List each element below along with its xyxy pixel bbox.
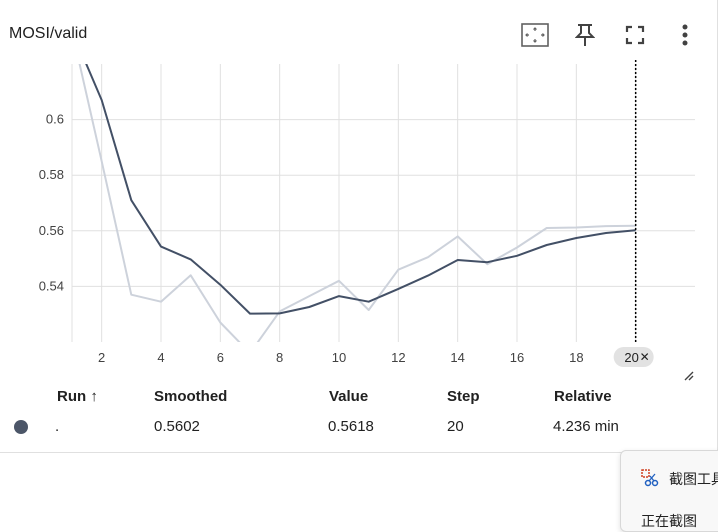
x-tick-label: 2	[98, 350, 105, 365]
x-tick-label: 6	[217, 350, 224, 365]
line-chart[interactable]: 0.54 0.56 0.58 0.6 2 4 6 8 10 12 14 16 18 20 ✕	[0, 60, 718, 375]
fit-to-data-button[interactable]	[520, 20, 550, 50]
fit-to-data-icon	[521, 23, 549, 47]
x-tick-label: 16	[510, 350, 524, 365]
scissors-icon	[641, 469, 659, 487]
cursor-step-badge	[613, 347, 654, 367]
smoothed-series-line	[85, 64, 636, 315]
x-tick-label: 10	[332, 350, 346, 365]
x-tick-label: 12	[391, 350, 405, 365]
scalar-card: MOSI/valid 0.54 0.56 0.58 0.6 2 4 6 8 10 12 14 16 18…	[0, 0, 718, 453]
resize-handle-icon[interactable]	[683, 370, 695, 382]
y-tick-label: 0.6	[46, 112, 64, 127]
y-tick-label: 0.54	[39, 278, 64, 293]
col-step-header[interactable]: Step	[447, 388, 480, 405]
x-tick-label: 4	[157, 350, 164, 365]
y-tick-label: 0.58	[39, 167, 64, 182]
x-tick-label: 14	[450, 350, 464, 365]
pin-button[interactable]	[570, 20, 600, 50]
row-step: 20	[447, 418, 464, 435]
fullscreen-button[interactable]	[620, 20, 650, 50]
col-run-header[interactable]: Run ↑	[57, 388, 98, 405]
snipping-tool-popup[interactable]: 截图工具 正在截图	[620, 450, 718, 532]
cursor-step-label: 20	[624, 350, 638, 365]
pin-icon	[575, 24, 595, 46]
row-run: .	[55, 418, 60, 435]
x-tick-label: 8	[276, 350, 283, 365]
run-color-dot	[14, 420, 28, 434]
raw-series-line	[78, 64, 636, 342]
more-options-button[interactable]	[670, 20, 700, 50]
snipping-tool-sublabel: 正在截图	[641, 513, 697, 529]
col-smoothed-header[interactable]: Smoothed	[154, 388, 228, 405]
row-value: 0.5618	[328, 418, 374, 435]
row-relative: 4.236 min	[553, 418, 619, 435]
close-cursor-icon: ✕	[640, 350, 650, 364]
row-smoothed: 0.5602	[154, 418, 200, 435]
more-vert-icon	[682, 24, 688, 46]
card-title: MOSI/valid	[9, 25, 88, 42]
x-tick-label: 18	[569, 350, 583, 365]
snipping-tool-label: 截图工具	[669, 471, 718, 487]
col-value-header[interactable]: Value	[329, 388, 369, 405]
fullscreen-icon	[625, 25, 645, 45]
col-relative-header[interactable]: Relative	[554, 388, 612, 405]
y-tick-label: 0.56	[39, 223, 64, 238]
